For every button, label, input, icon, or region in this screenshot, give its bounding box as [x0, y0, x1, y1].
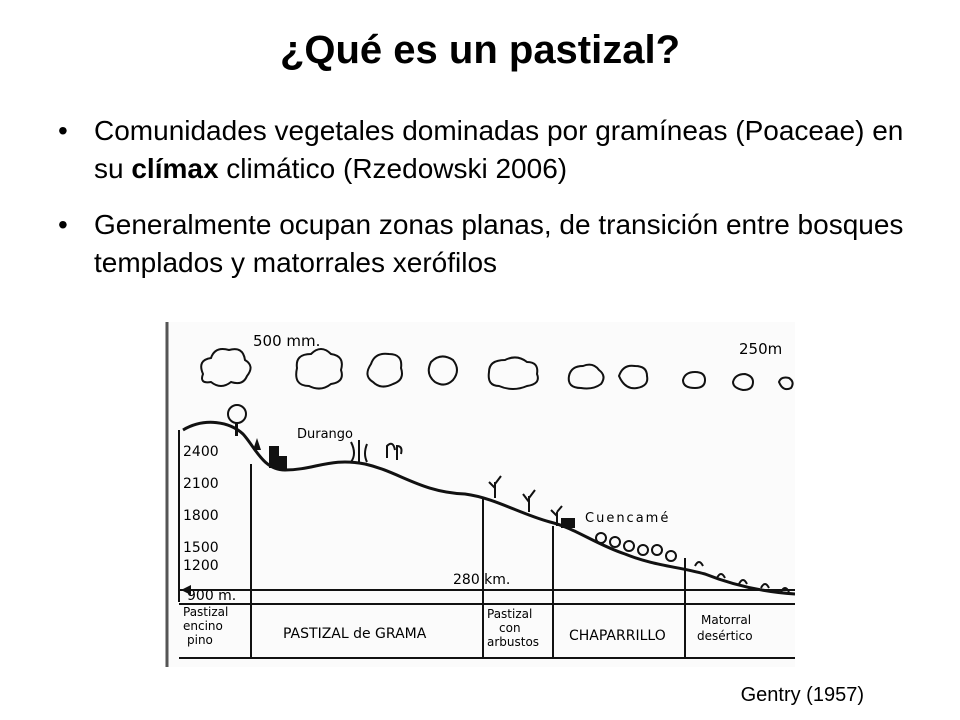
- slide-title: ¿Qué es un pastizal?: [279, 28, 681, 72]
- bush-icon: [522, 489, 536, 512]
- chaparral-shrubs: [595, 532, 677, 562]
- precipitation-right-label: 250m: [739, 340, 782, 358]
- zone-labels: Pastizal encino pino PASTIZAL de GRAMA P…: [183, 605, 753, 649]
- cloud-icon: [366, 352, 403, 388]
- bullet-text: Generalmente ocupan zonas planas, de tra…: [94, 209, 904, 278]
- shrub-dark-icon: [561, 518, 575, 528]
- zone-label: encino: [183, 619, 223, 633]
- arrow-left-icon: [181, 585, 191, 595]
- altitude-label: 900 m.: [187, 588, 236, 604]
- zone-label: arbustos: [487, 635, 539, 649]
- cloud-icon: [200, 348, 252, 387]
- place-label-durango: Durango: [297, 427, 353, 442]
- distance-label: 280 km.: [453, 572, 510, 588]
- altitude-label: 1500: [183, 540, 219, 556]
- bullet-item: • Comunidades vegetales dominadas por gr…: [58, 112, 918, 188]
- bush-icon: [488, 475, 502, 498]
- desert-shrubs: [694, 561, 790, 593]
- cloud-icon: [731, 372, 755, 392]
- cloud-icon: [567, 363, 605, 390]
- bullet-dot-icon: •: [58, 209, 68, 240]
- cloud-icon: [681, 370, 707, 390]
- zone-label: Matorral: [701, 613, 751, 627]
- cloud-icon: [617, 364, 649, 390]
- altitude-label: 2400: [183, 444, 219, 460]
- tree-trunk: [235, 422, 238, 436]
- cloud-icon: [427, 355, 458, 386]
- altitude-label: 1800: [183, 508, 219, 524]
- cloud-icon: [295, 348, 343, 390]
- bullet-list: • Comunidades vegetales dominadas por gr…: [58, 112, 918, 300]
- zone-label: con: [499, 621, 521, 635]
- zone-label: PASTIZAL de GRAMA: [283, 626, 427, 642]
- vegetation-marks: [227, 404, 790, 593]
- bullet-text-end: climático (Rzedowski 2006): [218, 153, 568, 184]
- zone-label: desértico: [697, 629, 753, 643]
- pine-icon: [253, 438, 261, 450]
- cloud-row: [200, 348, 794, 392]
- place-label-cuencame: Cuencamé: [585, 511, 670, 526]
- bullet-bold-term: clímax: [131, 153, 219, 184]
- zone-label: Pastizal: [183, 605, 228, 619]
- cloud-icon: [487, 356, 539, 390]
- figure-background: [165, 322, 795, 667]
- bush-icon: [550, 505, 563, 526]
- zone-dividers: [179, 464, 795, 659]
- altitude-label: 2100: [183, 476, 219, 492]
- agave-icon: [350, 439, 368, 463]
- bullet-dot-icon: •: [58, 115, 68, 146]
- bullet-item: • Generalmente ocupan zonas planas, de t…: [58, 206, 918, 282]
- altitude-labels: 2400 2100 1800 1500 1200 900 m.: [183, 444, 236, 604]
- figure-citation: Gentry (1957): [740, 684, 864, 706]
- zone-label: pino: [187, 633, 213, 647]
- zone-label: Pastizal: [487, 607, 532, 621]
- terrain-profile-line: [182, 420, 795, 596]
- cactus-icon: [386, 442, 403, 460]
- shrub-dark-icon: [277, 456, 287, 470]
- shrub-dark-icon: [269, 446, 279, 468]
- bullet-text: Comunidades vegetales dominadas por gram…: [94, 115, 904, 184]
- precipitation-left-label: 500 mm.: [253, 332, 320, 350]
- cloud-icon: [777, 376, 794, 391]
- zone-label: CHAPARRILLO: [569, 628, 666, 644]
- altitude-label: 1200: [183, 558, 219, 574]
- vegetation-profile-figure: 500 mm. 250m Durango Cuencamé 2400 2100 …: [165, 322, 795, 667]
